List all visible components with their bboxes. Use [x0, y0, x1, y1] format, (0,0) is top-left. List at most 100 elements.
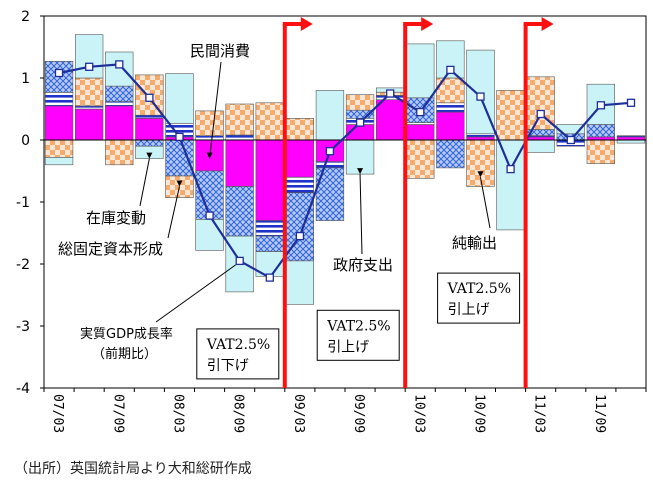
y-tick-label: 0 — [21, 133, 30, 149]
bar-segment-1-11-12 — [616, 135, 646, 138]
bar-segment-3-08-12 — [255, 102, 284, 141]
bar-segment-1-10-09 — [466, 133, 495, 138]
y-tick-label: -4 — [16, 381, 30, 397]
bar-segment-0-10-06 — [436, 111, 465, 141]
annotation-gdp-label: 実質GDP成長率 — [80, 326, 173, 342]
bar-segment-0-08-12 — [255, 139, 284, 221]
gdp-point — [626, 98, 636, 107]
bar-segment-3-08-09 — [225, 103, 254, 136]
x-tick-label: 09/03 — [291, 394, 306, 433]
bar-segment-4-08-06 — [195, 219, 224, 251]
annotation-pointer — [479, 177, 491, 229]
bar-segment-4-07-09 — [105, 51, 134, 87]
bar-segment-0-09-12 — [375, 99, 405, 141]
gdp-point — [205, 211, 214, 220]
vat-event-layer: VAT2.5% 引下げ VAT2.5% 引上げ VAT2.5% 引上げ — [196, 17, 554, 388]
bar-segment-2-08-03 — [165, 139, 194, 177]
x-tick-label: 11/09 — [592, 394, 607, 433]
bar-segment-3-10-12 — [496, 90, 525, 141]
annotation-pointer — [139, 158, 150, 207]
x-tick-label: 10/03 — [411, 394, 426, 433]
x-tick-label: 09/09 — [351, 394, 366, 433]
bar-segment-1-08-06 — [195, 135, 224, 141]
x-tick-label: 11/03 — [532, 394, 547, 433]
bar-segment-2-08-09 — [225, 186, 254, 237]
gdp-point — [325, 147, 335, 156]
annotation-arrowhead — [146, 152, 153, 159]
bar-segment-2-07-09 — [105, 85, 134, 102]
bar-segment-1-07-06 — [75, 105, 104, 110]
bar-segment-2-08-06 — [195, 170, 224, 220]
annotation-pointer — [167, 186, 180, 239]
bar-segment-1-09-03 — [285, 176, 315, 193]
bar-segment-3-09-03 — [285, 118, 315, 141]
vat-arrow-head — [300, 17, 313, 31]
gdp-point — [295, 231, 305, 241]
bars-layer — [44, 34, 646, 305]
x-tick-label: 08/03 — [171, 394, 186, 433]
bar-segment-4-07-06 — [75, 34, 104, 79]
bar-segment-0-07-09 — [105, 105, 134, 141]
gdp-point — [476, 92, 485, 101]
bar-segment-1-07-12 — [135, 114, 164, 119]
axes-layer: 2 1 0 -1 -2 -3 -4 07/03 07/09 08/03 08/09 09/03 09/0… — [16, 9, 647, 433]
y-tick-label: -1 — [16, 195, 30, 211]
gdp-point — [235, 256, 244, 266]
gdp-point — [85, 62, 94, 71]
vat-label-box — [437, 272, 521, 324]
annotation-label: 政府支出 — [333, 256, 393, 274]
bar-segment-3-07-09 — [105, 139, 134, 166]
bar-segment-1-10-06 — [436, 102, 465, 113]
bar-segment-0-07-03 — [44, 105, 74, 141]
bar-segment-2-07-12 — [135, 139, 164, 147]
annotation-label: 民間消費 — [190, 42, 250, 60]
vat-label-text: 引上げ — [327, 339, 369, 355]
gdp-point — [566, 135, 575, 145]
vat-arrow-head — [421, 17, 434, 31]
bar-segment-0-07-12 — [135, 118, 164, 141]
y-tick-label: 2 — [21, 9, 30, 25]
gdp-point — [596, 101, 606, 110]
annotation-pointer — [209, 61, 222, 159]
annotation-label: 総固定資本形成 — [58, 240, 163, 258]
bar-segment-3-09-09 — [345, 94, 375, 111]
bar-segment-1-08-12 — [255, 220, 284, 237]
vat-label-text: 引上げ — [448, 302, 490, 318]
gdp-point — [536, 109, 545, 119]
bar-segment-2-08-12 — [255, 235, 284, 252]
annotation-arrowhead — [176, 180, 183, 187]
bar-segment-1-07-09 — [105, 101, 134, 107]
bar-segment-3-11-09 — [586, 139, 616, 164]
bar-segment-0-10-03 — [406, 124, 435, 141]
bar-segment-0-07-06 — [75, 108, 104, 141]
annotation-label: 純輸出 — [452, 234, 497, 252]
bar-segment-3-07-03 — [44, 139, 74, 158]
vat-label-box — [196, 328, 280, 380]
bar-segment-2-11-09 — [586, 124, 616, 138]
bar-segment-4-07-03 — [44, 157, 74, 166]
bar-segment-4-09-06 — [315, 90, 345, 141]
gdp-point — [446, 65, 455, 75]
y-tick-label: 1 — [21, 71, 30, 87]
bar-segment-4-10-03 — [406, 43, 435, 99]
annotation-label: 在庫変動 — [86, 209, 146, 227]
bar-segment-3-07-06 — [75, 77, 104, 107]
x-tick-label: 10/09 — [472, 394, 487, 433]
vat-label-text: 引下げ — [207, 358, 249, 374]
y-tick-label: -3 — [16, 319, 30, 335]
bar-segment-4-08-03 — [165, 73, 194, 124]
gdp-point — [115, 60, 124, 69]
x-tick-label: 08/09 — [231, 394, 246, 433]
gdp-point — [506, 164, 515, 174]
bar-segment-2-10-06 — [436, 139, 465, 169]
gdp-growth-line — [58, 63, 632, 280]
annotation-arrowhead — [206, 152, 213, 159]
annotation-gdp-sublabel: （前期比） — [92, 346, 157, 362]
vat-label-box — [316, 309, 400, 361]
annotation-pointer — [359, 174, 363, 255]
bar-segment-0-09-03 — [285, 139, 315, 178]
gdp-point — [145, 93, 154, 102]
gdp-point — [175, 132, 184, 142]
gdp-point — [54, 68, 64, 78]
